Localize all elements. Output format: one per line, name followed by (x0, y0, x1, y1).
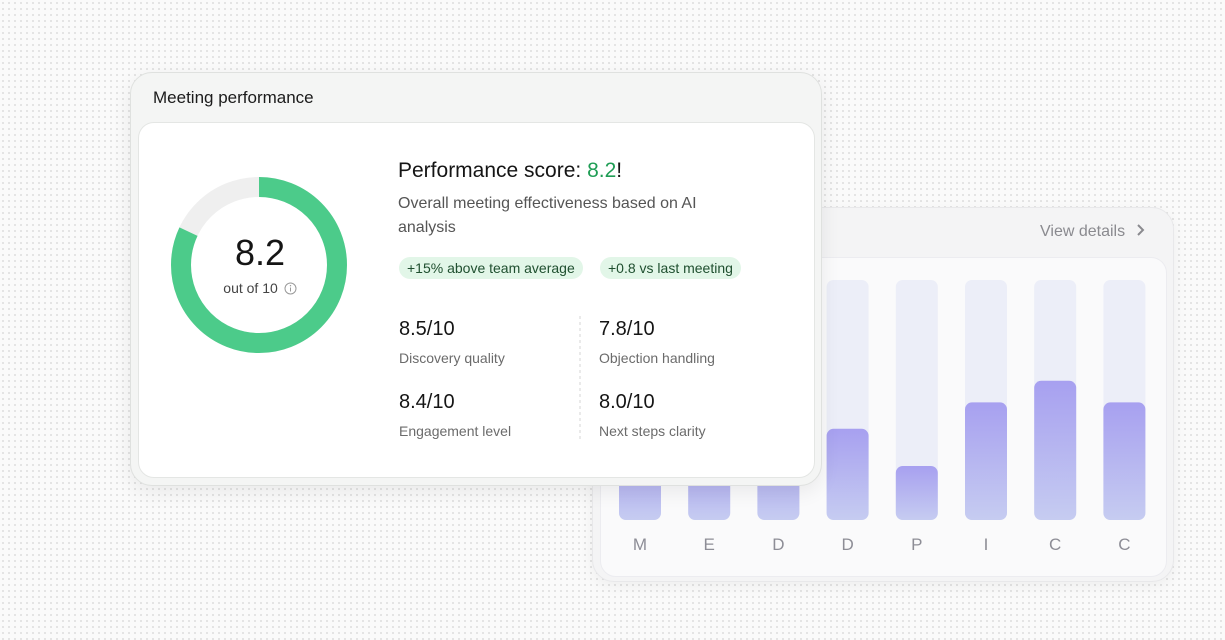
metric-label: Engagement level (399, 423, 512, 439)
badge: +0.8 vs last meeting (600, 257, 741, 279)
badge: +15% above team average (399, 257, 583, 279)
chevron (1136, 224, 1144, 236)
caption-text: out of 10 (223, 280, 278, 296)
bar (1034, 380, 1077, 520)
x-tick-label: D (841, 535, 853, 554)
metric-label: Objection handling (599, 350, 715, 366)
donut (171, 177, 347, 353)
link-text[interactable]: View details (1040, 223, 1126, 240)
donut-arc (171, 177, 347, 353)
x-tick-label: C (1049, 535, 1061, 554)
score-label: Performance score: (398, 159, 582, 182)
score-heading: Performance score: 8.2! (398, 159, 622, 183)
view-details-link[interactable]: View details (1040, 223, 1148, 241)
bar (965, 402, 1007, 520)
bar (826, 428, 869, 520)
info-icon[interactable] (284, 282, 297, 295)
metric-value: 8.5/10 (399, 318, 455, 340)
bar (1103, 402, 1146, 520)
description: Overall meeting effectiveness based on A… (398, 195, 697, 236)
x-tick-label: C (1118, 535, 1130, 554)
x-tick-label: M (633, 535, 647, 554)
bar (895, 466, 938, 520)
metric-label: Discovery quality (399, 350, 505, 366)
x-tick-label: I (984, 535, 989, 554)
donut-value: 8.2 (234, 232, 286, 273)
metric-value: 8.4/10 (399, 391, 455, 413)
x-tick-label: E (704, 535, 715, 554)
metric-value: 8.0/10 (599, 391, 655, 413)
donut-caption: out of 10 (160, 280, 360, 296)
card-title: Meeting performance (153, 88, 314, 107)
divider (579, 316, 581, 442)
x-tick-label: D (772, 535, 784, 554)
x-tick-label: P (911, 535, 922, 554)
score-value: 8.2 (587, 159, 617, 182)
metric-value: 7.8/10 (599, 318, 655, 340)
score-suffix: ! (616, 159, 623, 182)
bar-track (895, 280, 938, 520)
metric-label: Next steps clarity (599, 423, 706, 439)
